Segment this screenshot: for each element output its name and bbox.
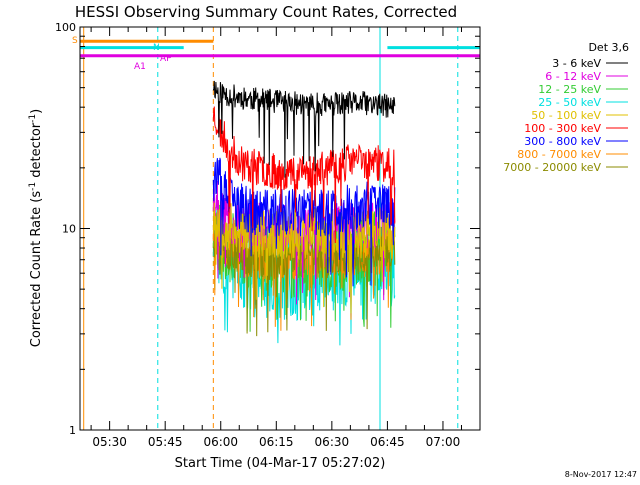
y-tick-label: 10: [62, 223, 76, 236]
legend-label: 800 - 7000 keV: [517, 148, 601, 161]
x-axis: 05:30 05:45 06:00 06:15 06:30 06:45 07:00: [90, 27, 481, 449]
series-line: [212, 201, 396, 314]
x-axis-label: Start Time (04-Mar-17 05:27:02): [175, 456, 386, 471]
x-tick-label: 05:45: [148, 435, 183, 449]
legend-label: 3 - 6 keV: [552, 57, 601, 70]
timestamp: 8-Nov-2017 12:47: [565, 470, 637, 479]
legend-title: Det 3,6: [588, 41, 629, 54]
flag-label: A1: [134, 62, 146, 72]
legend-label: 7000 - 20000 keV: [503, 161, 601, 174]
legend-label: 50 - 100 keV: [531, 109, 601, 122]
flag-label: S: [72, 36, 78, 46]
x-tick-label: 06:00: [203, 435, 238, 449]
chart-title: HESSI Observing Summary Count Rates, Cor…: [75, 3, 457, 21]
x-tick-label: 05:30: [92, 435, 127, 449]
flag-label: N: [153, 43, 160, 53]
series-line: [212, 157, 396, 287]
x-tick-label: 06:15: [259, 435, 294, 449]
x-tick-label: 06:45: [370, 435, 405, 449]
legend-label: 25 - 50 keV: [538, 96, 601, 109]
legend-label: 100 - 300 keV: [524, 122, 601, 135]
plot-area: S NAP A1: [72, 27, 480, 430]
legend-label: 300 - 800 keV: [524, 135, 601, 148]
y-axis: 1 10 100: [55, 21, 480, 437]
series-line: [212, 106, 396, 244]
y-tick-label: 1: [69, 424, 76, 437]
series-line: [212, 80, 396, 178]
y-tick-label: 100: [55, 21, 76, 34]
x-tick-label: 07:00: [426, 435, 461, 449]
legend-label: 6 - 12 keV: [545, 70, 601, 83]
x-tick-label: 06:30: [315, 435, 350, 449]
y-axis-label: Corrected Count Rate (s-1 detector-1): [28, 109, 44, 347]
flag-label: AP: [160, 54, 172, 64]
legend-label: 12 - 25 keV: [538, 83, 601, 96]
